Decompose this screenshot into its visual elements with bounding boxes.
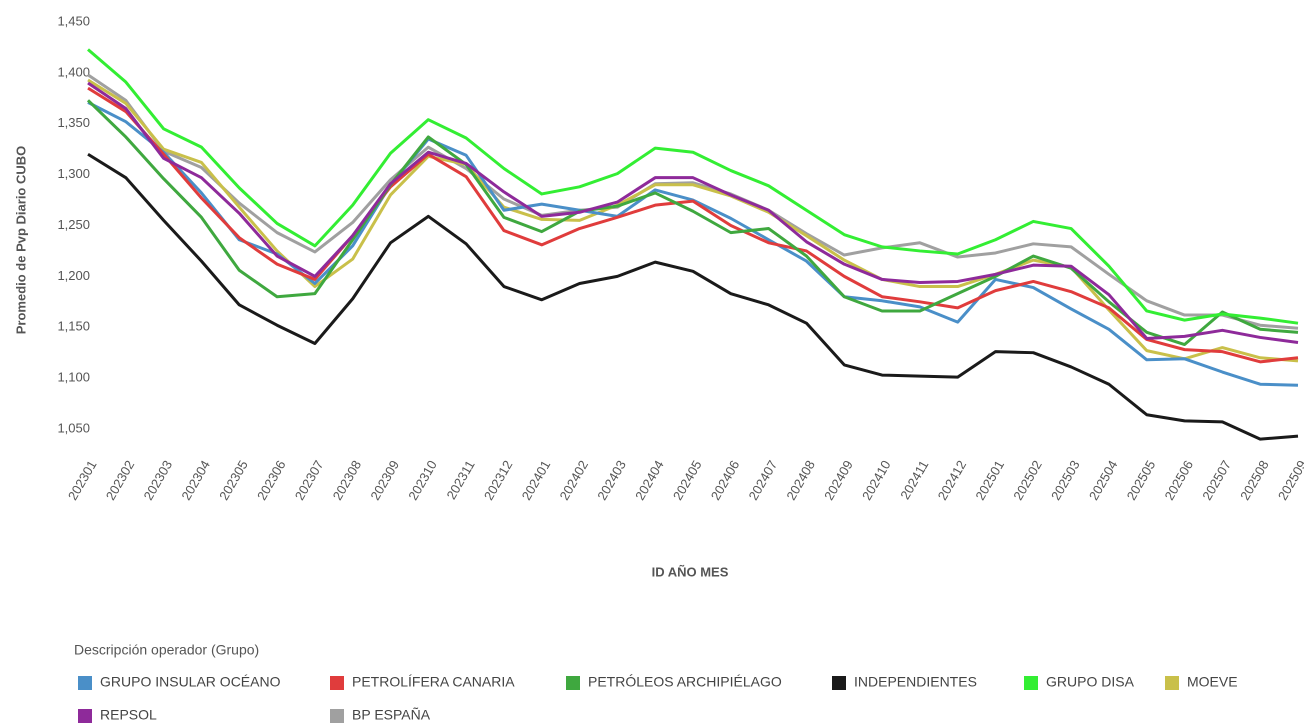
legend-swatch: [832, 676, 846, 690]
x-tick-label: 202508: [1237, 458, 1272, 503]
x-tick-label: 202507: [1199, 458, 1234, 503]
x-tick-label: 202506: [1161, 458, 1196, 503]
series-line: [87, 81, 1299, 344]
x-axis-title: ID AÑO MES: [652, 564, 729, 579]
legend-swatch: [566, 676, 580, 690]
y-tick-label: 1,400: [57, 64, 90, 79]
legend-title: Descripción operador (Grupo): [74, 642, 259, 658]
legend-label: INDEPENDIENTES: [854, 674, 977, 690]
x-tick-label: 202407: [746, 458, 781, 503]
x-tick-label: 202406: [708, 458, 743, 503]
series-line: [86, 99, 1299, 347]
x-tick-label: 202401: [519, 458, 554, 503]
x-tick-label: 202405: [670, 458, 705, 503]
x-tick-label: 202302: [103, 458, 138, 503]
x-tick-label: 202311: [443, 458, 477, 502]
legend-label: MOEVE: [1187, 674, 1238, 690]
x-tick-label: 202502: [1010, 458, 1045, 503]
legend-label: GRUPO DISA: [1046, 674, 1135, 690]
y-tick-label: 1,250: [57, 217, 90, 232]
x-tick-label: 202403: [594, 458, 629, 503]
x-tick-label: 202509: [1275, 458, 1304, 503]
series-line: [87, 78, 1299, 363]
series-line: [87, 73, 1299, 330]
x-tick-label: 202308: [330, 458, 365, 503]
x-tick-label: 202411: [897, 458, 931, 502]
x-tick-label: 202309: [367, 458, 402, 503]
x-tick-label: 202409: [821, 458, 856, 503]
x-tick-label: 202505: [1124, 458, 1159, 503]
x-tick-label: 202310: [405, 458, 440, 503]
x-tick-label: 202305: [216, 458, 251, 503]
legend-swatch: [78, 676, 92, 690]
x-tick-label: 202402: [556, 458, 591, 503]
legend-label: BP ESPAÑA: [352, 707, 431, 723]
y-tick-label: 1,200: [57, 268, 90, 283]
series-line: [87, 86, 1299, 364]
legend-label: PETROLÍFERA CANARIA: [352, 674, 515, 690]
y-axis-title: Promedio de Pvp Diario CUBO: [13, 146, 28, 335]
legend-label: REPSOL: [100, 707, 157, 723]
legend-swatch: [330, 676, 344, 690]
x-tick-label: 202404: [632, 458, 667, 503]
x-tick-label: 202503: [1048, 458, 1083, 503]
legend-label: GRUPO INSULAR OCÉANO: [100, 674, 281, 690]
legend-swatch: [1165, 676, 1179, 690]
x-tick-label: 202501: [972, 458, 1007, 503]
x-tick-label: 202410: [859, 458, 894, 503]
x-tick-label: 202412: [935, 458, 970, 503]
y-tick-label: 1,350: [57, 115, 90, 130]
x-tick-label: 202504: [1086, 458, 1121, 503]
y-tick-label: 1,100: [57, 370, 90, 385]
legend-swatch: [78, 709, 92, 723]
y-tick-label: 1,300: [57, 166, 90, 181]
x-tick-label: 202303: [141, 458, 176, 503]
y-tick-label: 1,150: [57, 319, 90, 334]
legend-label: PETRÓLEOS ARCHIPIÉLAGO: [588, 674, 782, 690]
x-tick-label: 202307: [292, 458, 327, 503]
legend-swatch: [1024, 676, 1038, 690]
x-tick-label: 202408: [783, 458, 818, 503]
y-tick-label: 1,050: [57, 420, 90, 435]
legend-swatch: [330, 709, 344, 723]
x-tick-label: 202301: [65, 458, 100, 503]
x-tick-label: 202306: [254, 458, 289, 503]
x-tick-label: 202312: [481, 458, 516, 503]
y-tick-label: 1,450: [57, 13, 90, 28]
x-tick-label: 202304: [178, 458, 213, 503]
series-line: [87, 48, 1299, 325]
series-line: [87, 152, 1299, 441]
